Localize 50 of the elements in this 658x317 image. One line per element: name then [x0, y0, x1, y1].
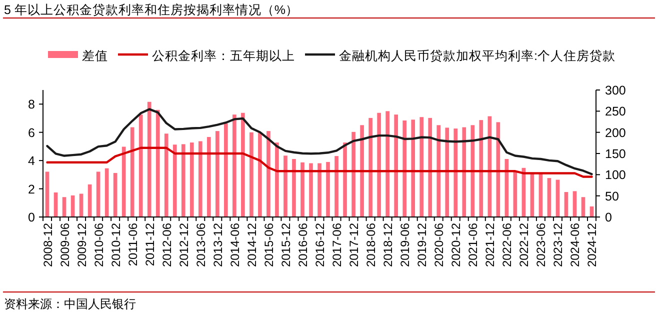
legend-label: 差值	[82, 49, 108, 63]
y-tick-label: 6	[28, 126, 36, 140]
x-tick-label: 2014-12	[244, 222, 259, 268]
x-tick-label: 2008-12	[40, 222, 55, 268]
x-tick-label: 2009-06	[58, 222, 72, 268]
x-tick-label: 2019-06	[398, 222, 412, 268]
x-tick-label: 2015-06	[262, 222, 276, 268]
y2-tick-label: 50	[605, 189, 619, 204]
x-tick-label: 2018-12	[381, 222, 396, 268]
y-tick-label: 4	[28, 154, 36, 168]
y-tick-label: 2	[28, 182, 36, 196]
x-tick-label: 2020-06	[432, 222, 446, 268]
x-tick-label: 2017-12	[347, 222, 362, 268]
x-tick-label: 2010-12	[108, 222, 123, 268]
annotation: 资料来源：中国人民银行	[4, 297, 136, 311]
y2-tick-label: 100	[605, 168, 626, 182]
y-tick-label: 8	[28, 98, 36, 112]
y2-tick-label: 150	[605, 147, 626, 161]
y2-tick-label: 0	[605, 210, 612, 224]
x-tick-label: 2021-12	[483, 222, 498, 268]
x-tick-label: 2016-06	[296, 222, 310, 268]
x-tick-label: 2013-06	[194, 222, 208, 268]
y2-tick-label: 200	[605, 126, 626, 140]
x-tick-label: 2018-06	[364, 222, 378, 268]
x-tick-label: 2022-06	[500, 222, 514, 268]
x-tick-label: 2022-12	[517, 222, 532, 268]
x-tick-label: 2011-12	[142, 222, 157, 266]
legend-label: 金融机构人民币贷款加权平均利率:个人住房贷款	[339, 48, 616, 63]
x-tick-label: 2023-12	[551, 222, 566, 268]
y2-tick-label: 250	[605, 104, 626, 119]
x-tick-label: 2010-06	[92, 222, 106, 268]
legend-label: 公积金利率：五年期以上	[152, 48, 295, 63]
x-tick-label: 2017-06	[330, 222, 344, 268]
x-tick-label: 2011-06	[126, 222, 140, 266]
x-tick-label: 2012-12	[176, 222, 191, 268]
x-tick-label: 2021-06	[466, 222, 480, 268]
title: 5 年以上公积金贷款利率和住房按揭利率情况（%）	[4, 3, 299, 17]
x-tick-label: 2019-12	[415, 222, 430, 268]
x-tick-label: 2023-06	[534, 222, 548, 268]
x-tick-label: 2015-12	[278, 222, 293, 268]
x-tick-label: 2024-12	[585, 222, 600, 268]
x-tick-label: 2012-06	[160, 222, 174, 268]
y2-tick-label: 300	[605, 84, 626, 98]
x-tick-label: 2014-06	[228, 222, 242, 268]
x-tick-label: 2016-12	[313, 222, 327, 268]
x-tick-label: 2020-12	[449, 222, 464, 268]
y-tick-label: 0	[28, 210, 36, 224]
x-tick-label: 2024-06	[568, 222, 582, 268]
x-tick-label: 2009-12	[74, 222, 89, 268]
x-tick-label: 2013-12	[210, 222, 225, 268]
